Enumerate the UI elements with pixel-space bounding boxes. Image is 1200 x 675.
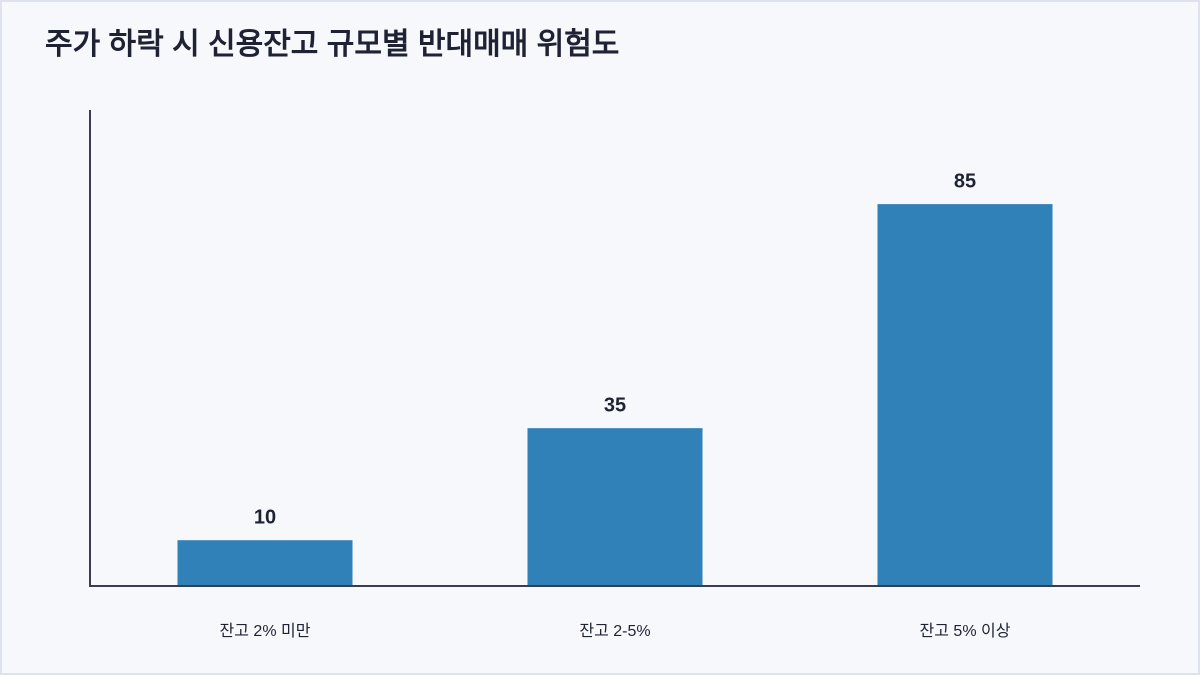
value-label: 85 — [954, 170, 976, 192]
value-label: 10 — [254, 506, 276, 528]
bar — [877, 204, 1053, 586]
bar — [527, 428, 703, 585]
chart-title: 주가 하락 시 신용잔고 규모별 반대매매 위험도 — [45, 28, 619, 61]
bar — [177, 540, 353, 585]
x-tick-label: 잔고 5% 이상 — [920, 622, 1011, 640]
value-label: 35 — [604, 394, 626, 416]
x-tick-label: 잔고 2% 미만 — [220, 622, 311, 640]
x-tick-label: 잔고 2-5% — [579, 622, 650, 640]
